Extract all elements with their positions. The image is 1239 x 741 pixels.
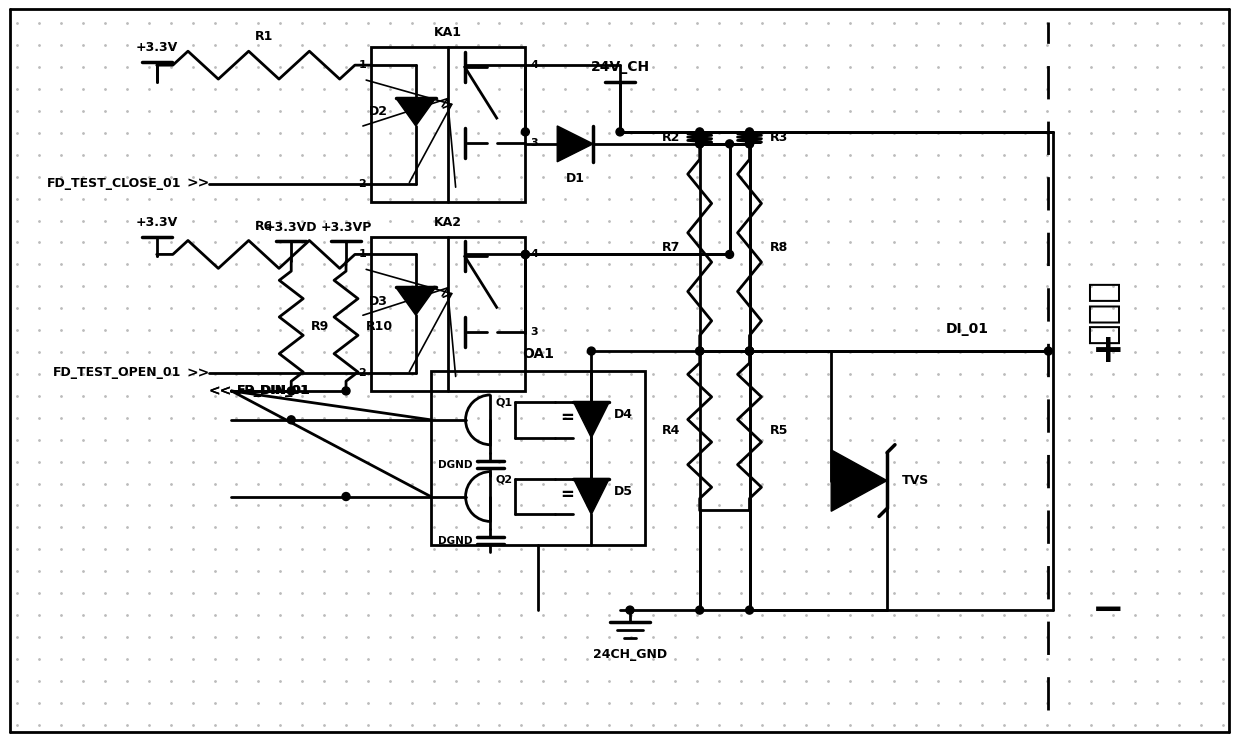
Circle shape — [1044, 347, 1052, 355]
Text: +3.3VP: +3.3VP — [321, 221, 372, 233]
Text: +: + — [1092, 332, 1125, 370]
Circle shape — [616, 128, 624, 136]
Text: Q2: Q2 — [496, 474, 513, 485]
Text: DGND: DGND — [439, 459, 472, 470]
Circle shape — [696, 347, 704, 355]
Text: D5: D5 — [615, 485, 633, 498]
Text: R7: R7 — [662, 241, 680, 254]
Text: 4: 4 — [530, 250, 538, 259]
Text: +3.3VD: +3.3VD — [265, 221, 317, 233]
Text: DI_01: DI_01 — [945, 322, 989, 336]
Text: −: − — [1092, 591, 1125, 629]
Polygon shape — [395, 98, 436, 126]
Circle shape — [746, 347, 753, 355]
Circle shape — [287, 387, 295, 395]
Polygon shape — [574, 479, 610, 514]
Text: R6: R6 — [255, 219, 273, 233]
Circle shape — [587, 487, 596, 494]
Circle shape — [726, 140, 733, 148]
Circle shape — [746, 140, 753, 148]
Text: D3: D3 — [369, 295, 388, 308]
Circle shape — [746, 128, 753, 136]
Text: <<: << — [208, 384, 232, 398]
Polygon shape — [574, 402, 610, 438]
Circle shape — [522, 250, 529, 259]
Circle shape — [696, 140, 704, 148]
Text: FD_DIN_01: FD_DIN_01 — [237, 385, 310, 397]
Text: 3: 3 — [530, 328, 538, 337]
Circle shape — [746, 347, 753, 355]
Bar — [370, 236, 525, 391]
Circle shape — [696, 347, 704, 355]
Polygon shape — [395, 288, 436, 315]
Text: +3.3V: +3.3V — [135, 216, 178, 228]
Text: 4: 4 — [530, 60, 538, 70]
Circle shape — [746, 140, 753, 148]
Circle shape — [746, 347, 753, 355]
Text: R1: R1 — [255, 30, 273, 43]
Text: KA1: KA1 — [434, 26, 462, 39]
Circle shape — [522, 250, 529, 259]
Circle shape — [287, 416, 295, 424]
Text: DGND: DGND — [439, 536, 472, 546]
Text: FD_TEST_OPEN_01: FD_TEST_OPEN_01 — [53, 367, 182, 379]
Polygon shape — [558, 126, 593, 162]
Text: R3: R3 — [769, 131, 788, 144]
Circle shape — [626, 606, 634, 614]
Text: 1: 1 — [358, 250, 366, 259]
Text: +3.3V: +3.3V — [135, 41, 178, 54]
Bar — [431, 371, 646, 545]
Text: >>: >> — [187, 176, 209, 190]
Text: 1: 1 — [358, 60, 366, 70]
Text: R9: R9 — [311, 319, 330, 333]
Circle shape — [587, 347, 596, 355]
Text: OA1: OA1 — [522, 347, 554, 361]
Text: =: = — [560, 409, 574, 427]
Text: >>: >> — [187, 366, 209, 380]
Text: 24V_CH: 24V_CH — [591, 60, 649, 74]
Text: 24CH_GND: 24CH_GND — [593, 648, 667, 661]
Text: 3: 3 — [530, 138, 538, 148]
Text: R5: R5 — [769, 425, 788, 437]
Circle shape — [522, 128, 529, 136]
Text: D1: D1 — [566, 172, 585, 185]
Text: KA2: KA2 — [434, 216, 462, 228]
Text: R10: R10 — [366, 319, 393, 333]
Text: TVS: TVS — [902, 474, 929, 487]
Circle shape — [342, 493, 349, 500]
Text: R8: R8 — [769, 241, 788, 254]
Text: 2: 2 — [358, 368, 366, 378]
Text: =: = — [560, 485, 574, 504]
Polygon shape — [831, 450, 887, 511]
Bar — [370, 47, 525, 202]
Circle shape — [696, 140, 704, 148]
Circle shape — [726, 250, 733, 259]
Circle shape — [696, 606, 704, 614]
Text: D4: D4 — [615, 408, 633, 422]
Text: 2: 2 — [358, 179, 366, 189]
Text: Q1: Q1 — [496, 398, 513, 408]
Text: 现场侧: 现场侧 — [1087, 279, 1120, 344]
Text: D2: D2 — [369, 105, 388, 119]
Circle shape — [696, 128, 704, 136]
Text: FP_DIN_01: FP_DIN_01 — [237, 385, 310, 397]
Circle shape — [746, 606, 753, 614]
Circle shape — [342, 387, 349, 395]
Text: FD_TEST_CLOSE_01: FD_TEST_CLOSE_01 — [47, 177, 182, 190]
Text: R2: R2 — [662, 131, 680, 144]
Text: R4: R4 — [662, 425, 680, 437]
Text: <<: << — [208, 384, 232, 398]
